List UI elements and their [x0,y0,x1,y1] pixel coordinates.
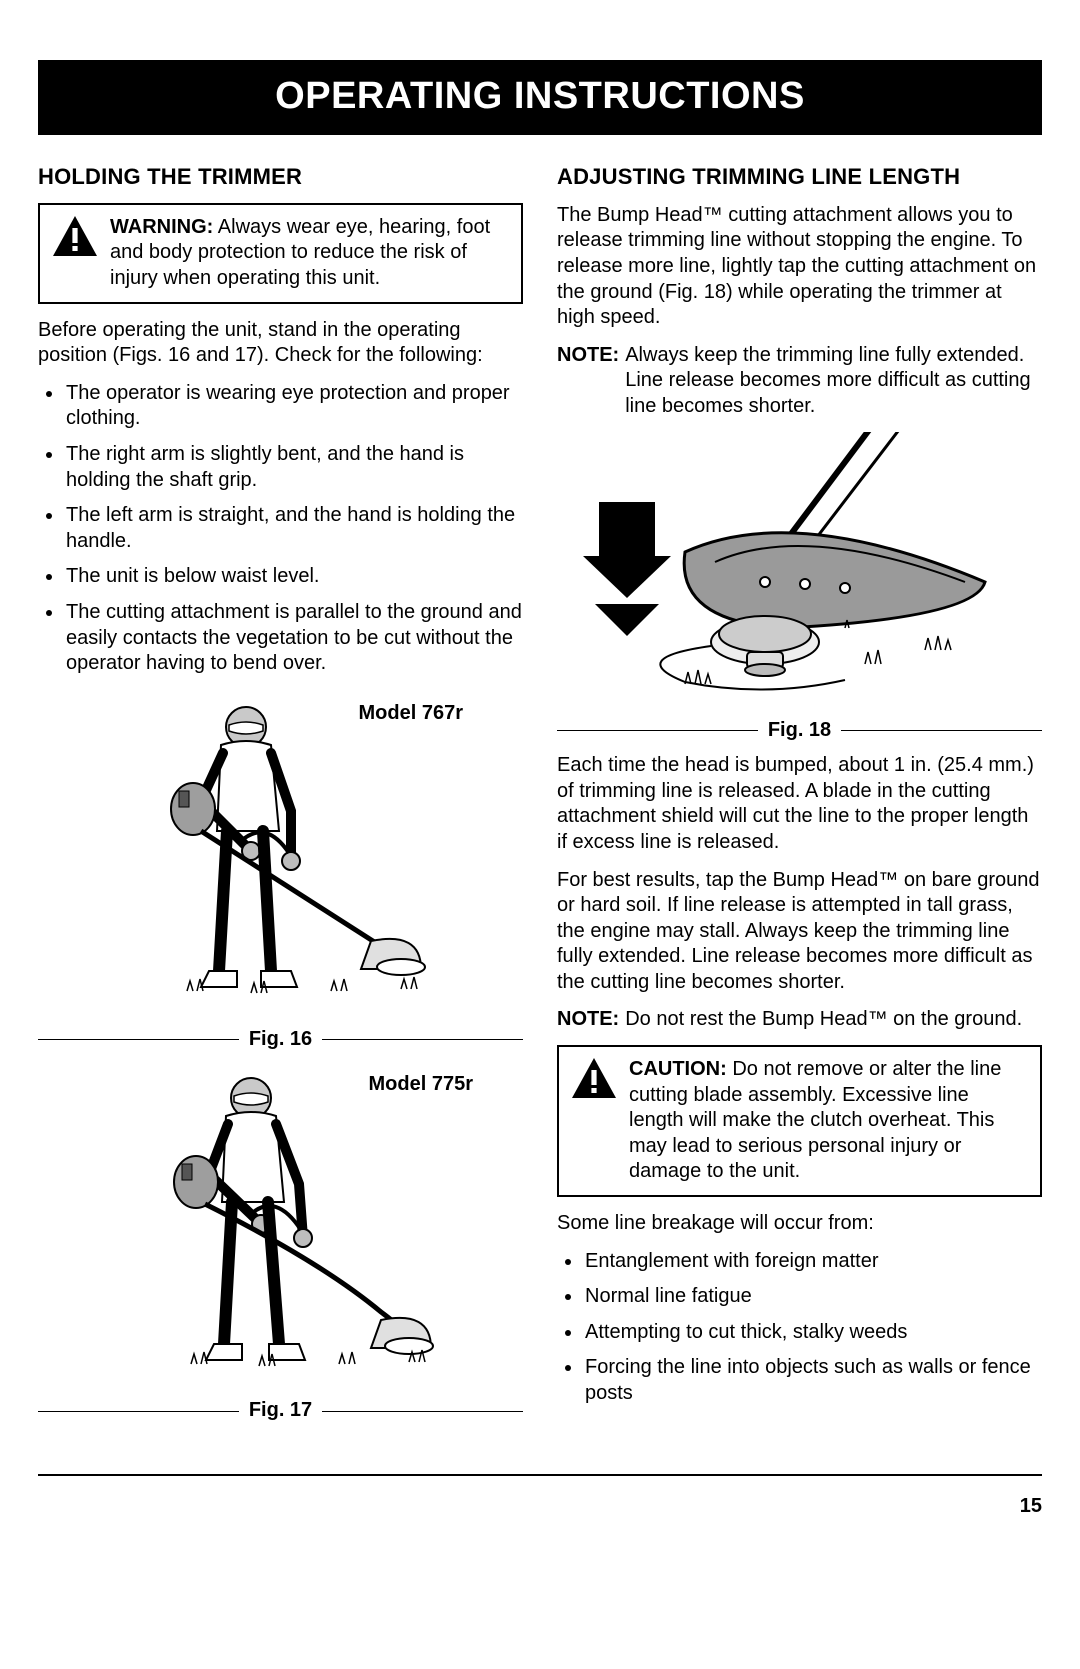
fig18-illustration [565,432,1035,712]
warning-icon [52,215,98,265]
list-item: The right arm is slightly bent, and the … [64,442,523,493]
page-number: 15 [38,1494,1042,1520]
caption-rule [322,1411,523,1412]
footer-rule [38,1474,1042,1476]
caution-label: CAUTION: [629,1058,727,1080]
page-banner: OPERATING INSTRUCTIONS [38,60,1042,135]
caption-rule [557,730,758,731]
list-item: Entanglement with foreign matter [583,1249,1042,1275]
list-item: The unit is below waist level. [64,564,523,590]
fig17-caption: Fig. 17 [249,1398,312,1424]
note-1: NOTE: Always keep the trimming line full… [557,343,1042,420]
note-label: NOTE: [557,1007,619,1033]
warning-box: WARNING: Always wear eye, hearing, foot … [38,203,523,304]
fig16-model-label: Model 767r [359,701,463,727]
left-column: HOLDING THE TRIMMER WARNING: Always wear… [38,163,523,1434]
caution-icon [571,1057,617,1107]
list-item: Forcing the line into objects such as wa… [583,1355,1042,1406]
heading-adjusting-line: ADJUSTING TRIMMING LINE LENGTH [557,163,1042,191]
note-body: Do not rest the Bump Head™ on the ground… [625,1007,1042,1033]
warning-text: WARNING: Always wear eye, hearing, foot … [110,215,509,292]
caption-rule [38,1411,239,1412]
caution-box: CAUTION: Do not remove or alter the line… [557,1045,1042,1197]
caption-rule [841,730,1042,731]
figure-16: Model 767r [38,691,523,1021]
list-item: The operator is wearing eye protection a… [64,381,523,432]
fig16-illustration [101,691,461,1021]
fig17-model-label: Model 775r [369,1072,473,1098]
fig17-caption-row: Fig. 17 [38,1398,523,1424]
checklist: The operator is wearing eye protection a… [38,381,523,677]
note-body: Always keep the trimming line fully exte… [625,343,1042,420]
list-item: The cutting attachment is parallel to th… [64,600,523,677]
breakage-list: Entanglement with foreign matter Normal … [557,1249,1042,1407]
paragraph: Some line breakage will occur from: [557,1211,1042,1237]
fig16-caption-row: Fig. 16 [38,1027,523,1053]
heading-holding-trimmer: HOLDING THE TRIMMER [38,163,523,191]
fig18-caption: Fig. 18 [768,718,831,744]
figure-17: Model 775r [38,1062,523,1392]
two-column-layout: HOLDING THE TRIMMER WARNING: Always wear… [38,163,1042,1434]
caption-rule [322,1039,523,1040]
paragraph: Each time the head is bumped, about 1 in… [557,753,1042,855]
right-column: ADJUSTING TRIMMING LINE LENGTH The Bump … [557,163,1042,1434]
note-label: NOTE: [557,343,619,420]
caution-text: CAUTION: Do not remove or alter the line… [629,1057,1028,1185]
fig17-illustration [101,1062,461,1392]
list-item: Attempting to cut thick, stalky weeds [583,1320,1042,1346]
list-item: Normal line fatigue [583,1284,1042,1310]
paragraph: For best results, tap the Bump Head™ on … [557,868,1042,996]
paragraph: The Bump Head™ cutting attachment allows… [557,203,1042,331]
fig18-caption-row: Fig. 18 [557,718,1042,744]
caption-rule [38,1039,239,1040]
note-2: NOTE: Do not rest the Bump Head™ on the … [557,1007,1042,1033]
list-item: The left arm is straight, and the hand i… [64,503,523,554]
intro-paragraph: Before operating the unit, stand in the … [38,318,523,369]
warning-label: WARNING: [110,216,213,238]
fig16-caption: Fig. 16 [249,1027,312,1053]
figure-18 [557,432,1042,712]
